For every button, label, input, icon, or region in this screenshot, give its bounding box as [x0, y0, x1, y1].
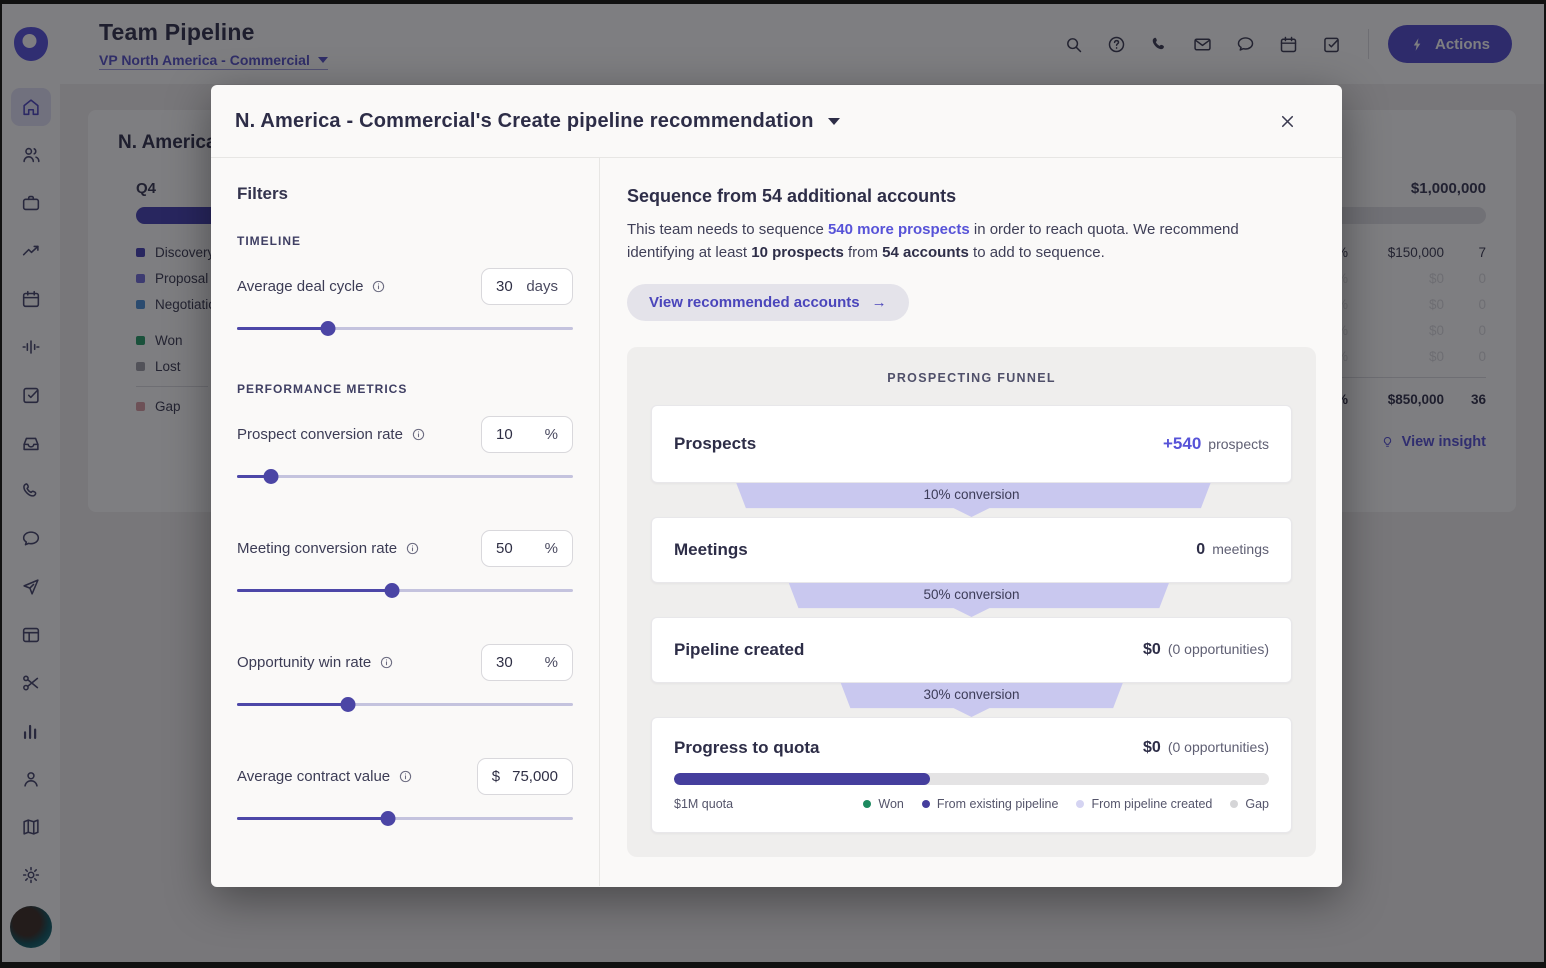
legend-dot [1076, 800, 1085, 808]
conversion-label: 10% conversion [923, 487, 1020, 502]
quota-legend: $1M quota Won From existing pipeline Fro… [674, 797, 1269, 811]
legend-item-won: Won [863, 797, 904, 811]
metric-meeting-conversion-rate: Meeting conversion rate 50% [237, 530, 573, 598]
slider-thumb[interactable] [384, 583, 400, 598]
info-icon[interactable] [398, 769, 413, 784]
conversion-band-2: 50% conversion [651, 583, 1292, 617]
arrow-right-icon: → [871, 294, 887, 311]
pipeline-recommendation-modal: N. America - Commercial's Create pipelin… [211, 85, 1342, 887]
view-accounts-label: View recommended accounts [649, 294, 860, 311]
pipeline-created-value: $0 [1143, 641, 1161, 658]
metric-value: 50 [496, 540, 513, 557]
modal-body: Filters TIMELINE Average deal cycle 30 da… [211, 158, 1342, 886]
prospects-value: +540 [1163, 434, 1202, 453]
deal-cycle-input[interactable]: 30 days [481, 268, 573, 305]
more-prospects-link[interactable]: 540 more prospects [827, 221, 970, 238]
meetings-value: 0 [1196, 541, 1206, 558]
slider-thumb[interactable] [320, 321, 336, 336]
metric-unit: % [544, 654, 558, 671]
currency-prefix: $ [491, 768, 501, 785]
quota-progress-fill [674, 773, 930, 785]
metric-unit: % [544, 540, 558, 557]
metric-average-deal-cycle: Average deal cycle 30 days [237, 268, 573, 336]
legend-dot [863, 800, 872, 808]
funnel-title: PROSPECTING FUNNEL [887, 371, 1056, 385]
funnel-stage-meetings: Meetings 0 meetings [651, 517, 1292, 583]
meeting-rate-slider[interactable] [237, 582, 573, 598]
info-icon[interactable] [411, 427, 426, 442]
conversion-label: 50% conversion [923, 587, 1020, 602]
metric-average-contract-value: Average contract value $75,000 [237, 758, 573, 826]
view-recommended-accounts-button[interactable]: View recommended accounts → [627, 284, 909, 321]
filters-panel: Filters TIMELINE Average deal cycle 30 da… [211, 158, 600, 886]
contract-value-input[interactable]: $75,000 [476, 758, 573, 795]
metric-label: Meeting conversion rate [237, 540, 398, 557]
legend-dot [1230, 800, 1239, 808]
legend-dot [921, 800, 930, 808]
legend-item-existing-pipeline: From existing pipeline [921, 797, 1058, 811]
metric-value: 30 [496, 654, 513, 671]
metric-value: 75,000 [512, 768, 558, 785]
timeline-section-heading: TIMELINE [237, 234, 301, 248]
quota-progress-bar [674, 773, 1269, 785]
recommendation-heading: Sequence from 54 additional accounts [627, 186, 957, 206]
prospecting-funnel: PROSPECTING FUNNEL Prospects +540 prospec… [627, 347, 1316, 857]
win-rate-slider[interactable] [237, 696, 573, 712]
funnel-stage-pipeline-created: Pipeline created $0 (0 opportunities) [651, 617, 1292, 683]
conversion-label: 30% conversion [923, 687, 1020, 702]
prospect-rate-input[interactable]: 10% [481, 416, 573, 453]
metric-label: Average deal cycle [237, 278, 364, 295]
metric-label: Opportunity win rate [237, 654, 372, 671]
metric-value: 10 [496, 426, 513, 443]
metric-prospect-conversion-rate: Prospect conversion rate 10% [237, 416, 573, 484]
meeting-rate-input[interactable]: 50% [481, 530, 573, 567]
info-icon[interactable] [405, 541, 420, 556]
slider-thumb[interactable] [340, 697, 356, 712]
filters-heading: Filters [237, 184, 289, 203]
win-rate-input[interactable]: 30% [481, 644, 573, 681]
metric-label: Average contract value [237, 768, 391, 785]
prospect-rate-slider[interactable] [237, 468, 573, 484]
slider-thumb[interactable] [263, 469, 279, 484]
deal-cycle-slider[interactable] [237, 320, 573, 336]
info-icon[interactable] [371, 279, 386, 294]
legend-item-pipeline-created: From pipeline created [1076, 797, 1212, 811]
modal-header: N. America - Commercial's Create pipelin… [211, 85, 1342, 158]
close-icon [1281, 115, 1293, 127]
conversion-band-3: 30% conversion [651, 683, 1292, 717]
slider-thumb[interactable] [380, 811, 396, 826]
legend-item-gap: Gap [1230, 797, 1269, 811]
modal-title: N. America - Commercial's Create pipelin… [235, 109, 814, 132]
modal-title-chevron-down-icon[interactable] [827, 117, 840, 125]
info-icon[interactable] [379, 655, 394, 670]
metric-value: 30 [496, 278, 513, 295]
metric-label: Prospect conversion rate [237, 426, 403, 443]
contract-value-slider[interactable] [237, 810, 573, 826]
metric-unit: days [526, 278, 558, 295]
quota-label: $1M quota [674, 797, 734, 811]
quota-progress-value: $0 [1143, 739, 1161, 756]
metric-unit: % [544, 426, 558, 443]
conversion-band-1: 10% conversion [651, 483, 1292, 517]
recommendation-panel: Sequence from 54 additional accounts Thi… [600, 158, 1342, 886]
funnel-stage-progress-to-quota: Progress to quota $0 (0 opportunities) $1… [651, 717, 1292, 833]
metric-opportunity-win-rate: Opportunity win rate 30% [237, 644, 573, 712]
funnel-stage-prospects: Prospects +540 prospects [651, 405, 1292, 483]
performance-section-heading: PERFORMANCE METRICS [237, 382, 408, 396]
close-button[interactable] [1272, 106, 1302, 136]
recommendation-text: This team needs to sequence 540 more pro… [627, 221, 1239, 261]
